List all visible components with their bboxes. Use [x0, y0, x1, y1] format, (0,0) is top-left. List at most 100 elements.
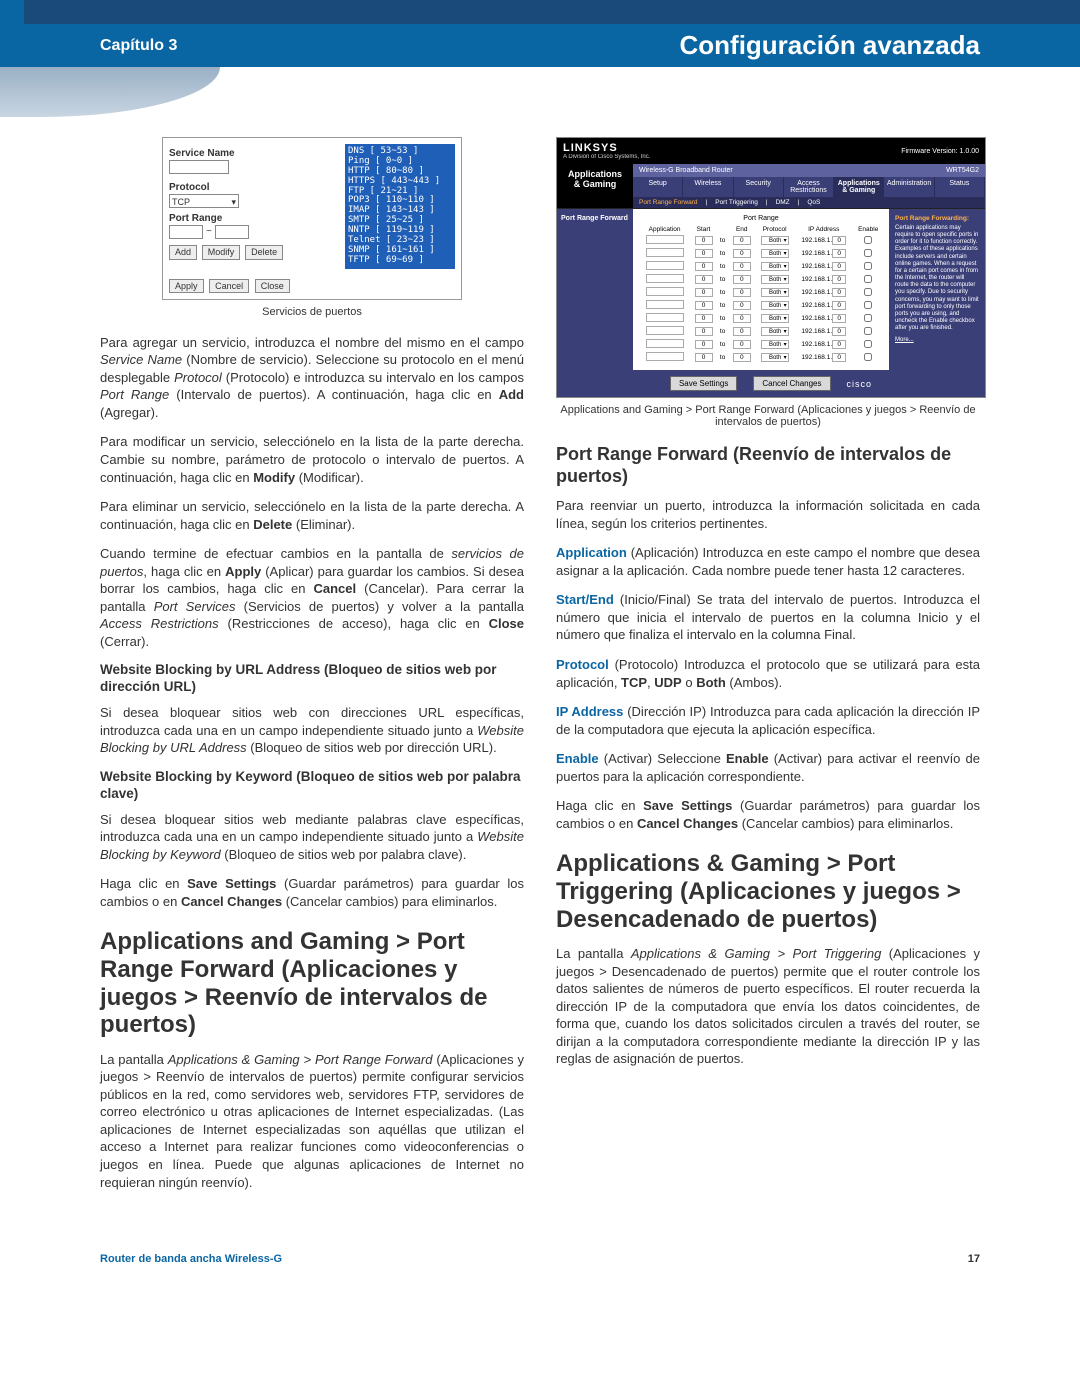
main-tab[interactable]: Setup [633, 177, 683, 197]
enable-checkbox[interactable] [864, 262, 872, 270]
start-input[interactable]: 0 [695, 275, 713, 284]
end-input[interactable]: 0 [733, 275, 751, 284]
start-input[interactable]: 0 [695, 288, 713, 297]
start-input[interactable]: 0 [695, 249, 713, 258]
ip-last-input[interactable]: 0 [832, 301, 846, 310]
enable-checkbox[interactable] [864, 340, 872, 348]
application-input[interactable] [646, 287, 684, 296]
enable-checkbox[interactable] [864, 275, 872, 283]
close-button[interactable]: Close [255, 279, 290, 293]
table-row: 0to0Both192.168.1.0 [639, 351, 883, 364]
cancel-changes-button[interactable]: Cancel Changes [753, 376, 830, 391]
main-tab[interactable]: Status [935, 177, 985, 197]
sub-tabs: Port Range Forward | Port Triggering | D… [633, 197, 985, 208]
protocol-select[interactable]: Both [761, 314, 789, 323]
application-input[interactable] [646, 352, 684, 361]
modify-button[interactable]: Modify [202, 245, 241, 260]
application-input[interactable] [646, 313, 684, 322]
port-range-end-input[interactable] [215, 225, 249, 239]
start-input[interactable]: 0 [695, 262, 713, 271]
para-port-triggering: La pantalla Applications & Gaming > Port… [556, 945, 980, 1068]
sub-tab[interactable]: DMZ [776, 199, 790, 206]
end-input[interactable]: 0 [733, 249, 751, 258]
column-header: Protocol [755, 225, 794, 234]
ip-last-input[interactable]: 0 [832, 353, 846, 362]
protocol-select[interactable]: Both [761, 340, 789, 349]
help-title: Port Range Forwarding: [895, 215, 979, 223]
add-button[interactable]: Add [169, 245, 197, 260]
top-border [0, 0, 1080, 24]
port-range-start-input[interactable] [169, 225, 203, 239]
enable-checkbox[interactable] [864, 353, 872, 361]
protocol-select[interactable]: Both [761, 236, 789, 245]
ip-last-input[interactable]: 0 [832, 327, 846, 336]
protocol-select[interactable]: Both [761, 353, 789, 362]
ip-last-input[interactable]: 0 [832, 275, 846, 284]
cancel-button[interactable]: Cancel [209, 279, 249, 293]
footer-page-number: 17 [968, 1253, 980, 1265]
help-panel: Port Range Forwarding: Certain applicati… [889, 209, 985, 370]
application-input[interactable] [646, 326, 684, 335]
services-list[interactable]: DNS [ 53~53 ] Ping [ 0~0 ] HTTP [ 80~80 … [345, 144, 455, 269]
end-input[interactable]: 0 [733, 314, 751, 323]
main-tab[interactable]: Wireless [683, 177, 733, 197]
application-input[interactable] [646, 274, 684, 283]
ip-last-input[interactable]: 0 [832, 236, 846, 245]
apply-button[interactable]: Apply [169, 279, 204, 293]
help-more-link[interactable]: More... [895, 337, 914, 343]
model-number: WRT54G2 [946, 167, 979, 174]
main-tab[interactable]: Security [734, 177, 784, 197]
end-input[interactable]: 0 [733, 340, 751, 349]
ip-last-input[interactable]: 0 [832, 340, 846, 349]
application-input[interactable] [646, 248, 684, 257]
column-header: Enable [853, 225, 883, 234]
application-input[interactable] [646, 339, 684, 348]
ip-last-input[interactable]: 0 [832, 249, 846, 258]
start-input[interactable]: 0 [695, 340, 713, 349]
main-tab[interactable]: Administration [884, 177, 934, 197]
save-settings-button[interactable]: Save Settings [670, 376, 737, 391]
protocol-select[interactable]: Both [761, 327, 789, 336]
protocol-select[interactable]: TCP [169, 194, 239, 208]
service-name-input[interactable] [169, 160, 229, 174]
end-input[interactable]: 0 [733, 301, 751, 310]
protocol-select[interactable]: Both [761, 262, 789, 271]
ip-last-input[interactable]: 0 [832, 314, 846, 323]
sub-tab[interactable]: QoS [807, 199, 820, 206]
application-input[interactable] [646, 235, 684, 244]
page-title: Configuración avanzada [680, 30, 981, 61]
enable-checkbox[interactable] [864, 288, 872, 296]
column-header: IP Address [794, 225, 853, 234]
protocol-select[interactable]: Both [761, 249, 789, 258]
start-input[interactable]: 0 [695, 236, 713, 245]
end-input[interactable]: 0 [733, 327, 751, 336]
protocol-select[interactable]: Both [761, 275, 789, 284]
ip-last-input[interactable]: 0 [832, 262, 846, 271]
main-tab[interactable]: Applications & Gaming [834, 177, 884, 197]
start-input[interactable]: 0 [695, 353, 713, 362]
start-input[interactable]: 0 [695, 327, 713, 336]
enable-checkbox[interactable] [864, 327, 872, 335]
protocol-select[interactable]: Both [761, 288, 789, 297]
application-input[interactable] [646, 300, 684, 309]
end-input[interactable]: 0 [733, 262, 751, 271]
enable-checkbox[interactable] [864, 236, 872, 244]
table-row: 0to0Both192.168.1.0 [639, 286, 883, 299]
start-input[interactable]: 0 [695, 314, 713, 323]
port-services-caption: Servicios de puertos [100, 306, 524, 318]
end-input[interactable]: 0 [733, 288, 751, 297]
main-tab[interactable]: Access Restrictions [784, 177, 834, 197]
end-input[interactable]: 0 [733, 236, 751, 245]
ip-last-input[interactable]: 0 [832, 288, 846, 297]
protocol-select[interactable]: Both [761, 301, 789, 310]
sub-tab[interactable]: Port Triggering [715, 199, 758, 206]
start-input[interactable]: 0 [695, 301, 713, 310]
service-name-label: Service Name [169, 148, 335, 160]
enable-checkbox[interactable] [864, 249, 872, 257]
end-input[interactable]: 0 [733, 353, 751, 362]
enable-checkbox[interactable] [864, 301, 872, 309]
delete-button[interactable]: Delete [245, 245, 283, 260]
application-input[interactable] [646, 261, 684, 270]
sub-tab[interactable]: Port Range Forward [639, 199, 698, 206]
enable-checkbox[interactable] [864, 314, 872, 322]
